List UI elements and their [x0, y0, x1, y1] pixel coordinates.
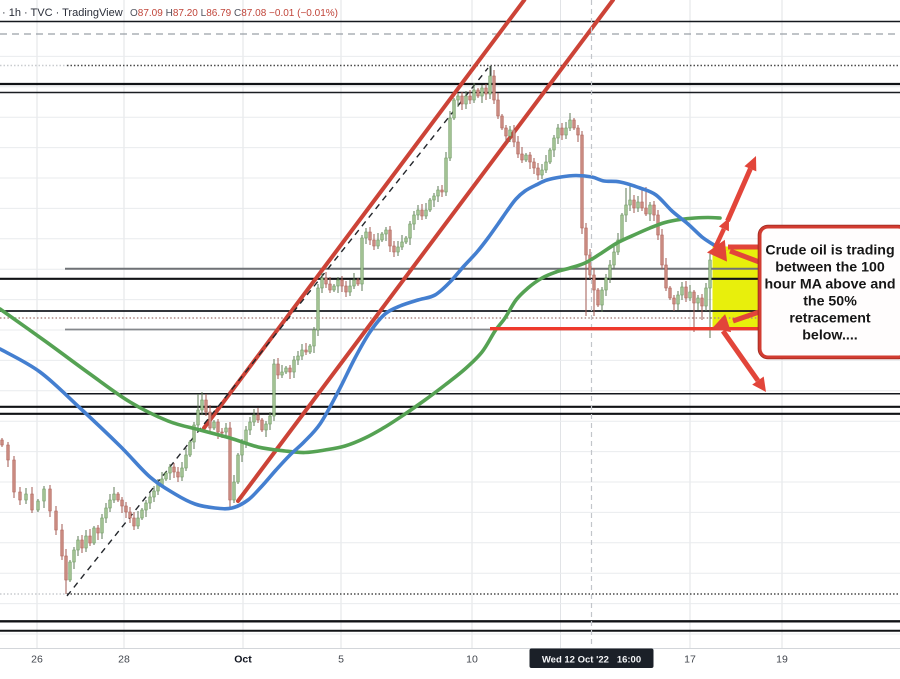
- svg-text:19: 19: [776, 654, 788, 666]
- svg-text:Crude oil is trading: Crude oil is trading: [765, 243, 894, 259]
- svg-text:26: 26: [31, 654, 43, 666]
- svg-text:17: 17: [684, 654, 696, 666]
- svg-text:O87.09 H87.20 L86.79 C87.08 −0: O87.09 H87.20 L86.79 C87.08 −0.01 (−0.01…: [130, 8, 338, 19]
- svg-text:between the 100: between the 100: [775, 260, 885, 276]
- svg-text:10: 10: [466, 654, 478, 666]
- svg-text:the 50%: the 50%: [803, 294, 857, 310]
- svg-text:5: 5: [338, 654, 344, 666]
- svg-text:· 1h · TVC · TradingView: · 1h · TVC · TradingView: [2, 7, 123, 19]
- svg-text:Wed 12 Oct '22 16:00: Wed 12 Oct '22 16:00: [542, 655, 641, 666]
- svg-text:retracement: retracement: [789, 311, 871, 327]
- svg-text:hour MA above and: hour MA above and: [764, 277, 895, 293]
- svg-text:Oct: Oct: [234, 654, 252, 666]
- svg-text:28: 28: [118, 654, 130, 666]
- svg-text:below....: below....: [802, 328, 857, 344]
